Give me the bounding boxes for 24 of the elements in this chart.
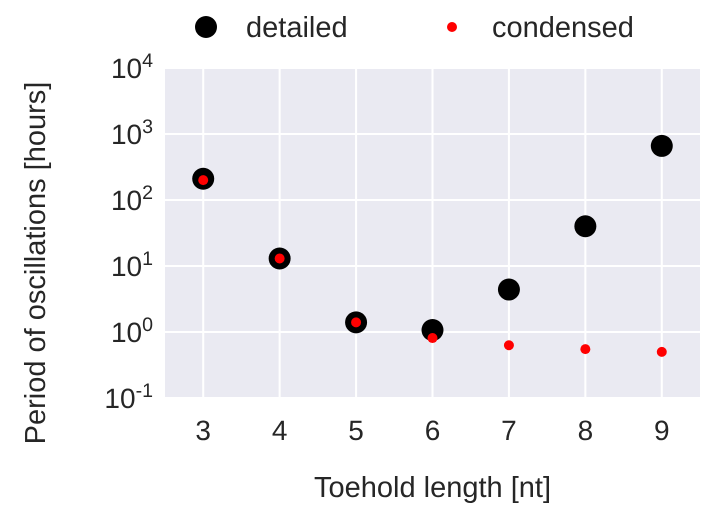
x-tick-label: 3 — [195, 415, 212, 446]
x-tick-label: 9 — [654, 415, 670, 446]
x-axis-title: Toehold length [nt] — [314, 472, 552, 504]
y-tick-label: 10$^{3}$ — [110, 116, 154, 150]
point — [656, 346, 667, 357]
point — [580, 344, 590, 354]
y-tick-label: 10$^{4}$ — [110, 50, 154, 84]
y-axis-title: Period of oscillations [hours] — [20, 82, 52, 444]
point — [428, 333, 438, 344]
y-tick-label: 10$^{1}$ — [110, 248, 153, 282]
x-tick-label: 6 — [424, 415, 440, 446]
point — [574, 215, 596, 238]
x-tick-label: 5 — [348, 415, 364, 446]
point — [504, 340, 514, 350]
y-tick-label: 10$^{0}$ — [110, 314, 154, 348]
y-tick-label: 10$^{-1}$ — [104, 380, 153, 414]
legend-label: condensed — [492, 12, 634, 44]
legend-label: detailed — [246, 12, 348, 44]
point — [498, 278, 520, 301]
point — [650, 134, 673, 157]
x-tick-label: 8 — [578, 415, 594, 446]
y-tick-label: 10$^{2}$ — [110, 182, 153, 216]
x-tick-label: 4 — [272, 415, 288, 446]
x-tick-label: 7 — [501, 415, 517, 446]
